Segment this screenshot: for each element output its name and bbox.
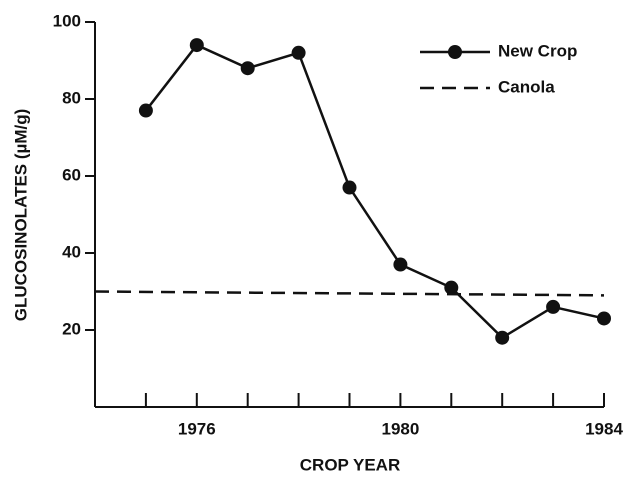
data-point	[495, 330, 510, 345]
legend-label: Canola	[498, 77, 555, 96]
data-point	[138, 103, 153, 118]
y-tick-label: 100	[53, 11, 81, 30]
data-point	[342, 180, 357, 195]
x-tick-label: 1984	[585, 419, 623, 438]
data-point	[291, 45, 306, 60]
y-tick-label: 40	[62, 242, 81, 261]
y-axis-label: GLUCOSINOLATES (µM/g)	[11, 109, 30, 322]
series-line	[94, 290, 605, 297]
legend-marker	[448, 45, 462, 59]
series-line	[144, 43, 605, 340]
data-point	[597, 311, 611, 326]
x-axis-label: CROP YEAR	[300, 455, 400, 474]
data-point	[546, 299, 561, 314]
x-tick-label: 1980	[381, 419, 419, 438]
x-tick-label: 1976	[178, 419, 216, 438]
data-point	[393, 257, 408, 272]
legend-label: New Crop	[498, 41, 577, 60]
data-point	[189, 38, 204, 53]
data-point	[240, 61, 255, 76]
y-tick-label: 20	[62, 319, 81, 338]
y-tick-label: 80	[62, 88, 81, 107]
y-tick-label: 60	[62, 165, 81, 184]
data-point	[444, 280, 459, 295]
